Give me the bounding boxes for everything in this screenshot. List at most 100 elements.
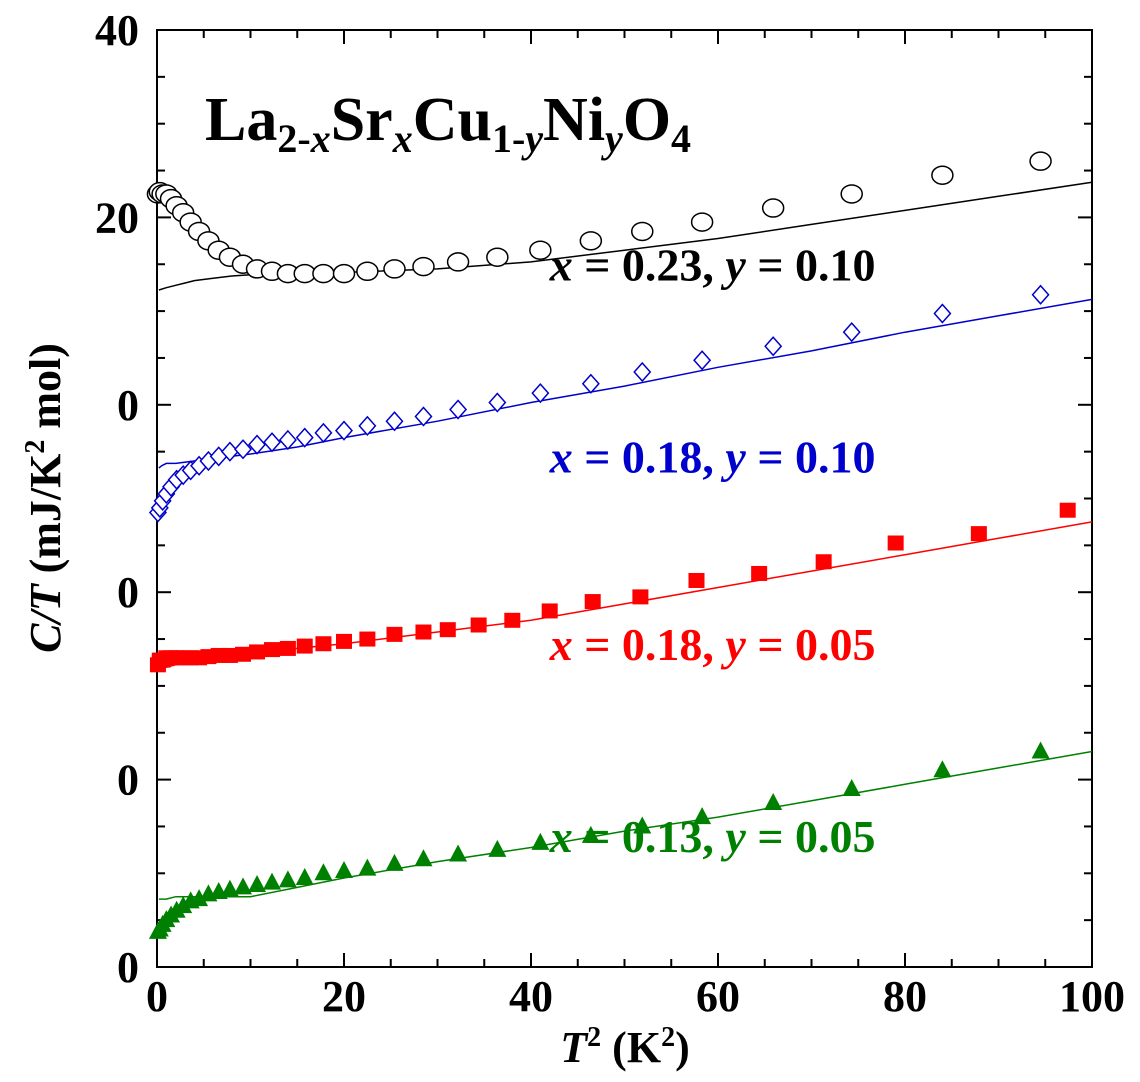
data-point: [488, 839, 507, 857]
data-point: [541, 603, 558, 619]
data-point: [1029, 151, 1052, 171]
data-point: [764, 336, 783, 357]
data-point: [295, 427, 314, 448]
data-point: [336, 633, 352, 649]
data-point: [359, 631, 376, 647]
data-point: [504, 612, 521, 628]
axis-ticks: [156, 29, 1093, 968]
series-label: x = 0.13, y = 0.05: [549, 811, 876, 862]
data-point: [529, 240, 552, 260]
data-point: [688, 572, 705, 588]
data-point: [633, 816, 652, 834]
data-point: [632, 589, 649, 605]
data-point: [220, 879, 239, 897]
data-point: [190, 889, 209, 907]
data-point: [332, 263, 356, 284]
data-point: [842, 322, 861, 343]
data-point: [690, 212, 714, 232]
data-point: [358, 415, 377, 437]
data-point: [263, 872, 282, 890]
data-point: [449, 399, 468, 420]
data-point: [385, 411, 404, 432]
data-point: [385, 853, 404, 871]
data-point: [315, 636, 332, 652]
data-point: [486, 247, 509, 267]
series-labels: x = 0.23, y = 0.10 x = 0.18, y = 0.10 x = …: [549, 240, 876, 863]
fit-line: [158, 298, 1093, 469]
data-point: [221, 647, 238, 663]
x-axis-title: T2 (K2): [560, 1022, 689, 1072]
data-point: [248, 875, 267, 893]
data-point: [581, 825, 600, 843]
data-point: [579, 231, 603, 251]
y-tick-label: 40: [95, 6, 139, 55]
data-point: [235, 646, 252, 662]
data-point: [531, 832, 550, 850]
data-point: [1031, 284, 1050, 305]
data-point: [693, 807, 712, 825]
data-point: [761, 198, 785, 218]
data-point: [584, 594, 601, 610]
y-tick-label: 0: [117, 756, 139, 805]
data-point: [446, 252, 470, 272]
data-point: [815, 554, 832, 570]
data-point: [249, 644, 266, 660]
data-point: [248, 434, 267, 455]
data-point: [751, 565, 768, 581]
data-point: [693, 350, 712, 371]
fit-line: [158, 750, 1093, 900]
data-point: [386, 626, 403, 642]
y-tick-label: 0: [117, 943, 139, 992]
data-point: [334, 420, 354, 441]
data-point: [314, 863, 333, 881]
data-point: [933, 760, 952, 778]
data-point: [764, 793, 783, 811]
data-point: [278, 870, 297, 888]
data-point: [414, 849, 433, 867]
data-point: [279, 640, 296, 656]
data-point: [296, 638, 313, 654]
data-point: [1031, 741, 1050, 759]
data-point: [263, 432, 282, 453]
data-point: [887, 535, 904, 551]
data-point: [581, 373, 600, 394]
x-tick-label: 0: [146, 972, 168, 1021]
y-tick-label: 0: [117, 568, 139, 617]
data-point: [264, 642, 281, 658]
data-point: [174, 896, 193, 914]
data-point: [356, 261, 379, 282]
data-point: [931, 165, 954, 185]
y-tick-label: 0: [117, 381, 139, 430]
data-point: [488, 392, 507, 413]
chart-title: La2-xSrxCu1-yNiyO4: [205, 86, 691, 161]
x-tick-label: 100: [1059, 972, 1125, 1021]
y-tick-label: 20: [95, 193, 139, 242]
data-point: [312, 263, 335, 284]
y-axis-title: C/T (mJ/K2 mol): [20, 343, 70, 653]
data-point: [335, 860, 353, 878]
data-point: [842, 778, 861, 796]
x-tick-label: 60: [696, 972, 740, 1021]
data-point: [439, 622, 456, 638]
data-point: [414, 406, 433, 427]
data-point: [449, 844, 468, 862]
data-point: [278, 429, 297, 451]
data-points: [146, 151, 1076, 939]
x-tick-label: 40: [509, 972, 553, 1021]
data-point: [840, 184, 863, 204]
data-point: [631, 221, 654, 242]
x-tick-label: 20: [322, 972, 366, 1021]
data-point: [933, 303, 952, 324]
data-point: [970, 526, 987, 542]
data-point: [234, 877, 253, 895]
data-point: [358, 858, 377, 876]
data-point: [531, 382, 550, 404]
data-point: [314, 422, 333, 444]
data-point: [470, 617, 487, 633]
series-label: x = 0.23, y = 0.10: [549, 240, 876, 291]
series-label: x = 0.18, y = 0.10: [549, 432, 876, 483]
x-tick-label: 80: [883, 972, 927, 1021]
data-point: [415, 624, 432, 640]
